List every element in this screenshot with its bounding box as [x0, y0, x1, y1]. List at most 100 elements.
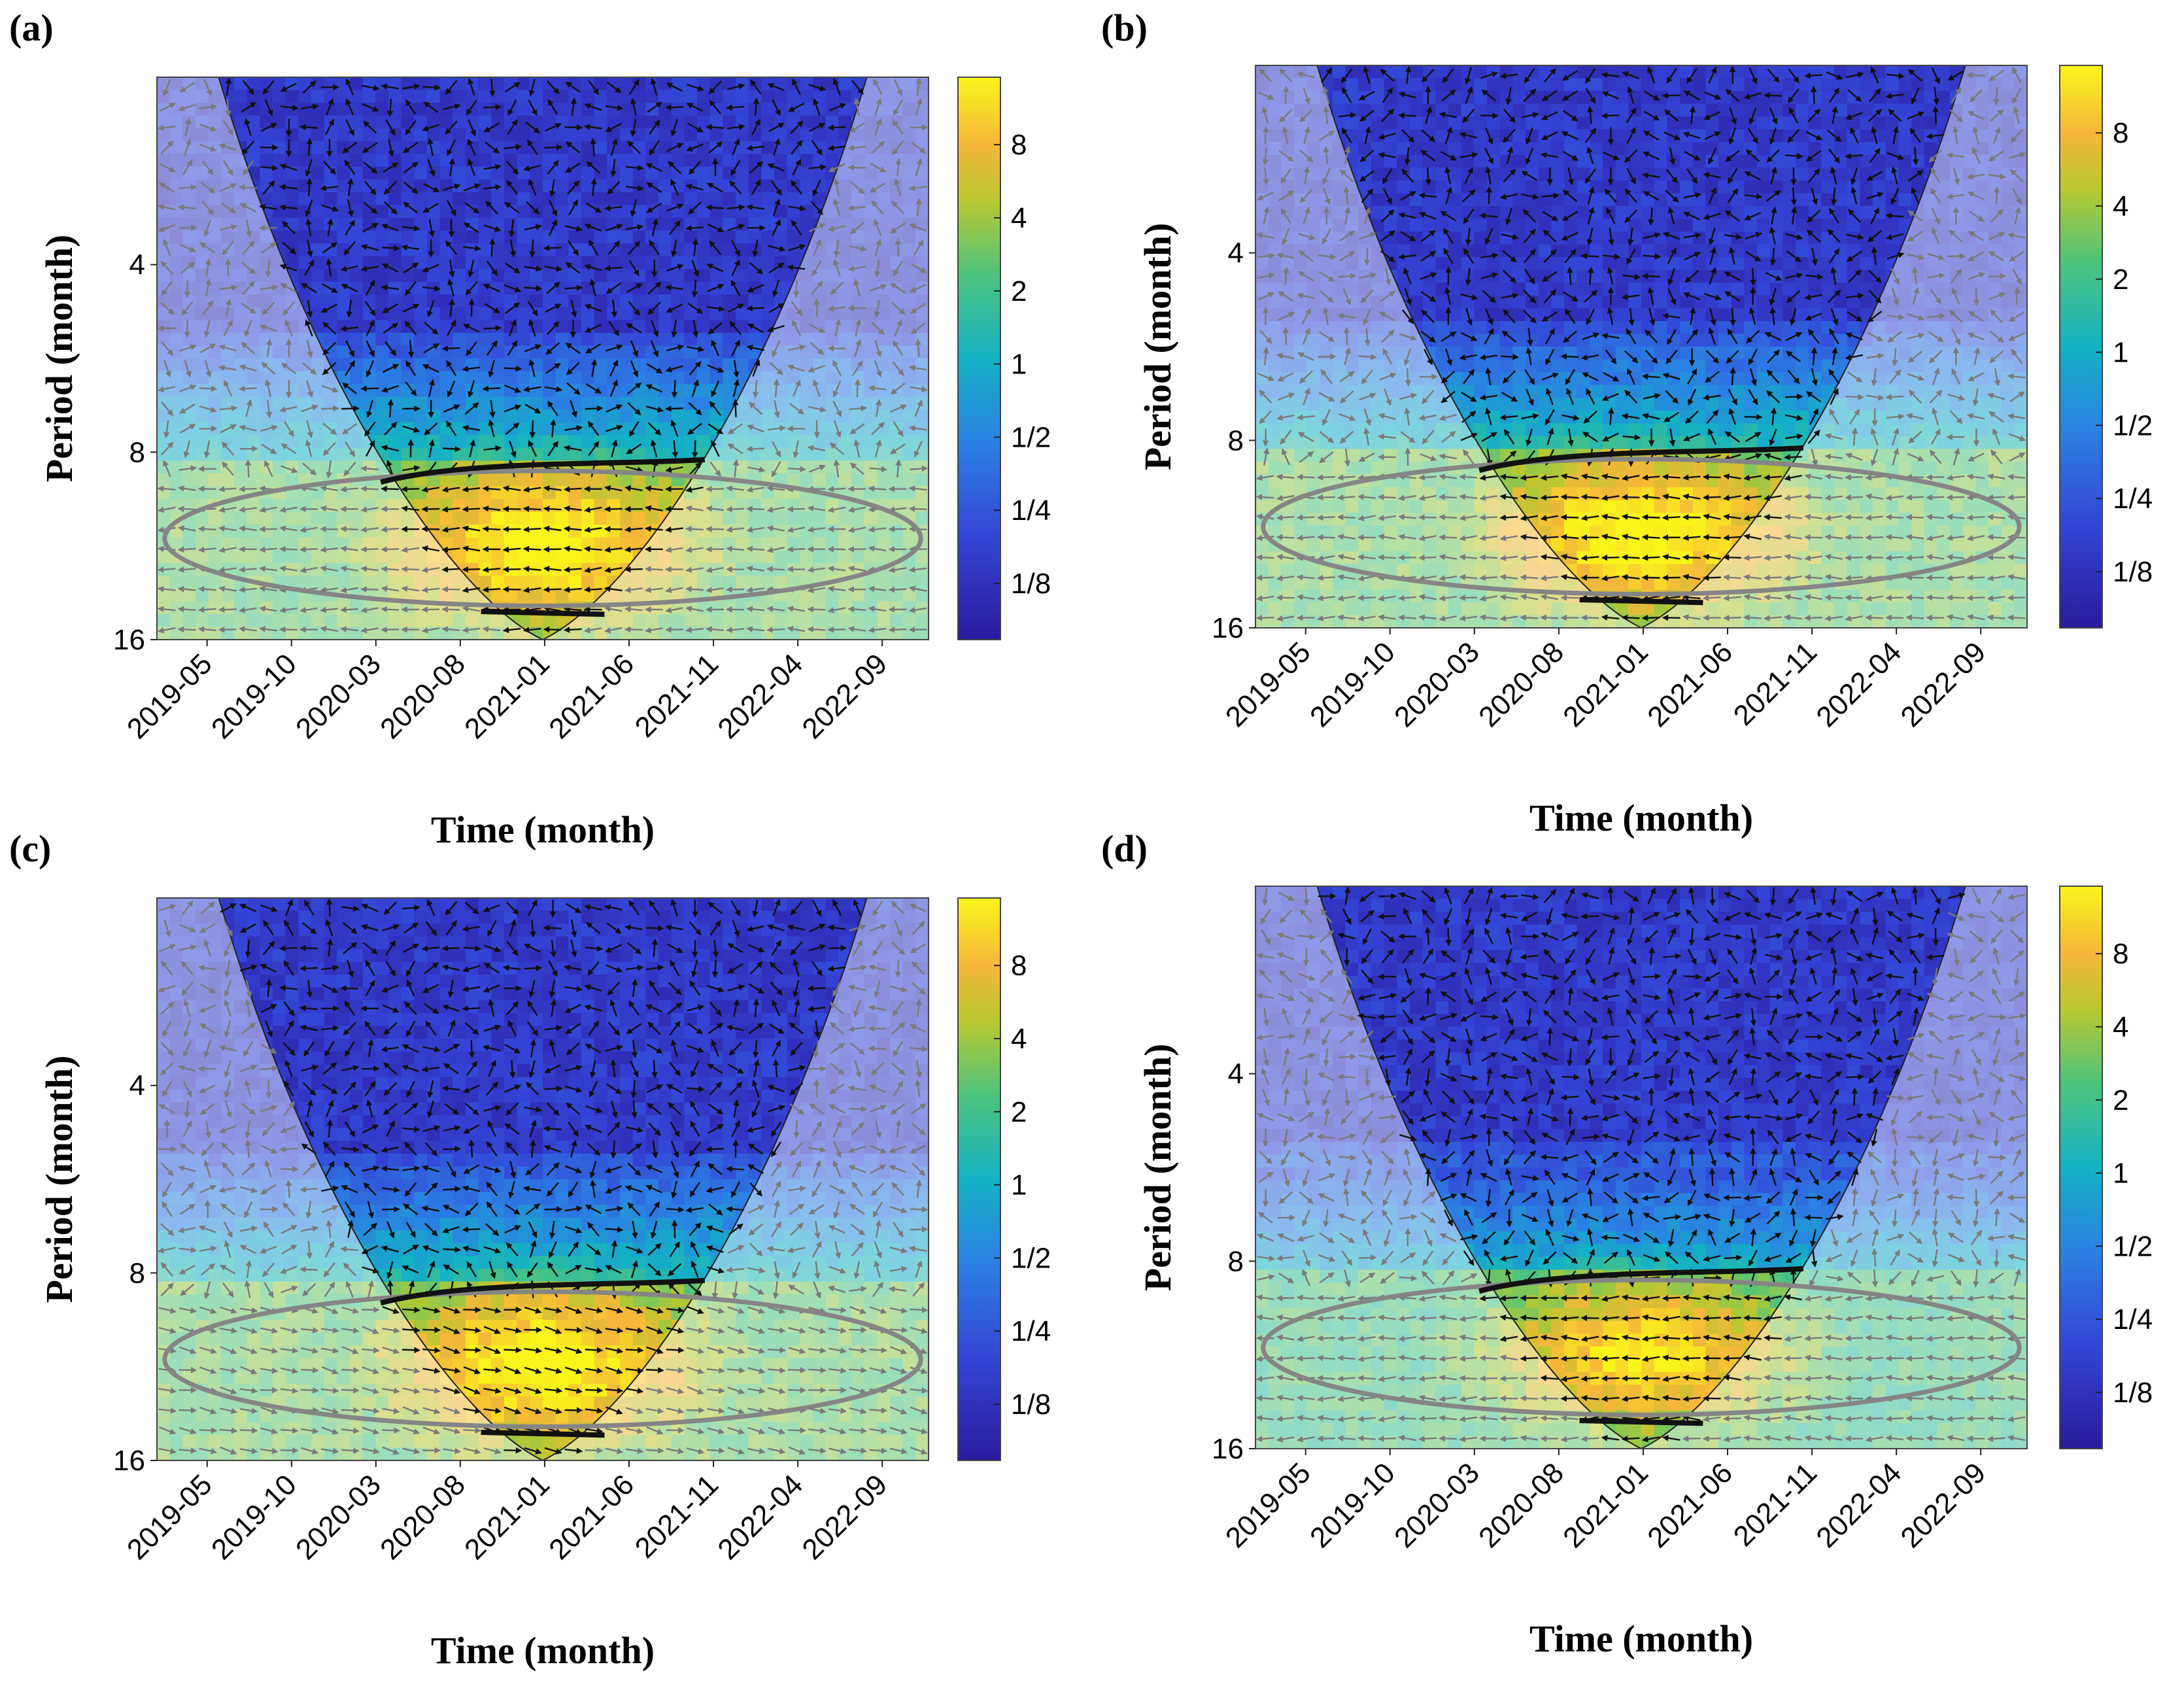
heatmap-cell: [774, 103, 788, 116]
heatmap-cell: [1937, 65, 1951, 79]
phase-arrow: [807, 606, 826, 613]
heatmap-cell: [401, 154, 415, 167]
phase-arrow: [766, 566, 785, 573]
heatmap-cell: [877, 128, 891, 142]
heatmap-cell: [838, 77, 852, 91]
heatmap-cell: [1873, 232, 1886, 245]
heatmap-cell: [439, 525, 453, 538]
heatmap-cell: [684, 128, 698, 142]
heatmap-cell: [491, 192, 505, 206]
heatmap-cell: [1808, 65, 1822, 79]
heatmap-cell: [530, 511, 543, 525]
heatmap-cell: [658, 281, 672, 295]
heatmap-cell: [452, 525, 466, 538]
heatmap-cell: [298, 77, 312, 91]
heatmap-cell: [697, 90, 711, 103]
heatmap-cell: [452, 192, 466, 206]
heatmap-cell: [1718, 257, 1732, 271]
heatmap-cell: [1487, 91, 1501, 105]
heatmap-cell: [401, 409, 415, 423]
heatmap-cell: [1744, 180, 1758, 194]
heatmap-cell: [1499, 91, 1513, 105]
heatmap-cell: [337, 179, 350, 193]
heatmap-cell: [350, 179, 364, 193]
heatmap-cell: [1435, 116, 1449, 130]
heatmap-cell: [1834, 295, 1848, 309]
heatmap-cell: [1692, 232, 1706, 245]
heatmap-cell: [1448, 91, 1462, 105]
heatmap-cell: [800, 103, 813, 116]
heatmap-cell: [1860, 103, 1873, 117]
heatmap-cell: [555, 205, 569, 218]
heatmap-cell: [568, 473, 582, 487]
heatmap-cell: [1731, 180, 1745, 194]
heatmap-cell: [1397, 116, 1410, 130]
heatmap-cell: [543, 525, 556, 538]
heatmap-cell: [787, 128, 800, 142]
heatmap-cell: [234, 115, 248, 129]
heatmap-cell: [439, 128, 453, 142]
heatmap-cell: [543, 473, 556, 487]
heatmap-cell: [632, 435, 646, 449]
heatmap-cell: [478, 77, 492, 91]
heatmap-cell: [723, 128, 736, 142]
heatmap-cell: [1769, 206, 1783, 220]
heatmap-cell: [1590, 295, 1603, 309]
heatmap-cell: [1487, 65, 1501, 79]
heatmap-cell: [723, 141, 736, 154]
heatmap-cell: [478, 192, 492, 206]
heatmap-cell: [362, 230, 376, 244]
heatmap-cell: [1718, 269, 1732, 283]
heatmap-cell: [1680, 154, 1694, 168]
heatmap-cell: [517, 486, 530, 500]
heatmap-cell: [1410, 180, 1424, 194]
heatmap-cell: [1499, 244, 1513, 258]
heatmap-cell: [543, 243, 556, 257]
heatmap-cell: [1680, 244, 1694, 258]
heatmap-cell: [1577, 154, 1590, 168]
panel-label-a: (a): [9, 7, 54, 49]
heatmap-cell: [1461, 193, 1475, 207]
heatmap-cell: [581, 230, 595, 244]
heatmap-cell: [607, 511, 621, 525]
heatmap-cell: [427, 396, 441, 410]
heatmap-cell: [478, 103, 492, 116]
heatmap-cell: [1885, 91, 1899, 105]
heatmap-cell: [1834, 103, 1848, 117]
heatmap-cell: [414, 281, 428, 295]
heatmap-cell: [1512, 180, 1526, 194]
phase-arrow: [199, 385, 218, 392]
heatmap-cell: [1885, 193, 1899, 207]
phase-arrow: [793, 279, 800, 298]
heatmap-cell: [388, 371, 402, 385]
heatmap-cell: [260, 166, 273, 180]
heatmap-cell: [1641, 116, 1655, 130]
heatmap-cell: [273, 218, 286, 232]
heatmap-cell: [1757, 180, 1771, 194]
heatmap-cell: [504, 550, 518, 564]
heatmap-cell: [491, 384, 505, 398]
x-tick-label: 2022-09: [796, 647, 893, 745]
heatmap-cell: [362, 269, 376, 283]
heatmap-cell: [1603, 180, 1616, 194]
phase-arrow: [387, 398, 394, 417]
heatmap-cell: [877, 103, 891, 116]
heatmap-cell: [1783, 116, 1796, 130]
heatmap-cell: [1603, 129, 1616, 143]
heatmap-cell: [285, 115, 299, 129]
heatmap-cell: [1615, 154, 1629, 168]
heatmap-cell: [478, 499, 492, 513]
heatmap-cell: [375, 154, 389, 167]
heatmap-cell: [1538, 218, 1552, 232]
heatmap-cell: [723, 332, 736, 347]
heatmap-cell: [736, 230, 749, 244]
heatmap-cell: [491, 294, 505, 308]
heatmap-cell: [1615, 129, 1629, 143]
heatmap-cell: [1512, 116, 1526, 130]
heatmap-cell: [337, 281, 350, 295]
heatmap-cell: [1654, 244, 1667, 258]
heatmap-cell: [427, 422, 441, 436]
heatmap-cell: [517, 409, 530, 423]
